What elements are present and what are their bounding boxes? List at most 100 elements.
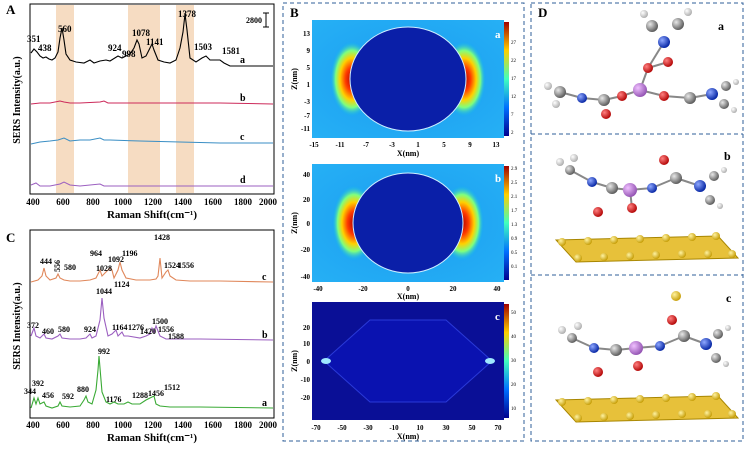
panel-d-label: D	[538, 5, 547, 20]
submap-label: c	[495, 311, 500, 323]
x-tick: 1200	[144, 197, 163, 207]
molecule-b: b	[554, 149, 740, 263]
panel-a-label: A	[6, 2, 16, 17]
peak-label: 880	[77, 385, 89, 394]
svg-text:-70: -70	[311, 424, 321, 432]
svg-text:0.9: 0.9	[511, 237, 518, 242]
peak-label: 556	[53, 260, 62, 272]
svg-text:22: 22	[511, 59, 517, 64]
peak-label: 1420	[140, 327, 156, 336]
svg-text:10: 10	[511, 407, 517, 412]
spectrum-b	[30, 100, 274, 105]
panel-a-frame	[29, 3, 275, 195]
peak-label: 460	[42, 327, 54, 336]
svg-text:X(nm): X(nm)	[397, 149, 420, 158]
x-ticks: -40 -20 0 20 40	[313, 285, 501, 293]
x-tick: 400	[26, 420, 40, 430]
panel-c-label: C	[6, 230, 15, 245]
curve-label: d	[240, 175, 246, 186]
x-tick: 1600	[204, 197, 223, 207]
curve-label: a	[240, 55, 245, 66]
svg-text:2.9: 2.9	[511, 167, 518, 172]
panel-b: B a 27 22 17 12 7 2 13 9 5 1 -3	[282, 2, 525, 442]
panel-c-peaks-a: 344 392 456 592 880 992 1176 1288 1456 1…	[24, 347, 180, 404]
svg-text:0: 0	[307, 220, 311, 228]
svg-text:12: 12	[511, 95, 517, 100]
panel-b-label: B	[290, 5, 299, 20]
peak-label: 392	[32, 379, 44, 388]
panel-a: A 2800 351 438 560 924 998 1078 1141 137…	[6, 2, 278, 221]
peak-label: 1588	[168, 332, 184, 341]
panel-d: D a	[530, 2, 744, 442]
x-tick: 600	[56, 197, 70, 207]
colorbar-ticks: 2.9 2.5 2.1 1.7 1.3 0.9 0.5 0.1	[511, 167, 518, 270]
svg-text:40: 40	[494, 285, 502, 293]
panel-a-peak-labels: 351 438 560 924 998 1078 1141 1378 1503 …	[27, 9, 241, 59]
peak-label: 1556	[178, 261, 194, 270]
peak-label: 1503	[194, 42, 213, 52]
peak-label: 1196	[122, 249, 138, 258]
submodel-label: a	[718, 19, 724, 33]
x-tick: 1000	[114, 197, 133, 207]
peak-label: 456	[42, 391, 54, 400]
svg-text:0.5: 0.5	[511, 251, 518, 256]
svg-text:0: 0	[307, 358, 311, 366]
peak-label: 1044	[96, 287, 112, 296]
panel-c-peaks-b: 372 460 580 924 1044 1164 1276 1420 1500…	[27, 287, 184, 341]
svg-text:40: 40	[303, 171, 311, 179]
spectrum-a	[30, 13, 273, 67]
highlight-band-1378	[176, 5, 194, 193]
svg-text:7: 7	[511, 113, 514, 118]
submodel-label: b	[724, 149, 731, 163]
panel-c-xlabel: Raman Shift(cm⁻¹)	[107, 432, 197, 444]
panel-a-ylabel: SERS Intensity(a.u.)	[12, 56, 23, 144]
svg-text:0.1: 0.1	[511, 265, 518, 270]
peak-label: 964	[90, 249, 102, 258]
peak-label: 1141	[146, 37, 164, 47]
peak-label: 1164	[112, 323, 128, 332]
spectrum-a-green	[30, 355, 274, 409]
svg-text:20: 20	[303, 324, 311, 332]
svg-text:-10: -10	[389, 424, 399, 432]
peak-label: 1176	[106, 395, 122, 404]
peak-label: 1512	[164, 383, 180, 392]
svg-text:70: 70	[495, 424, 503, 432]
peak-label: 592	[62, 392, 74, 401]
colorbar-ticks: 50 40 30 20 10	[511, 311, 517, 412]
molecule-c: c	[554, 291, 740, 423]
panel-c-curve-labels: c b a	[262, 272, 268, 409]
svg-text:0: 0	[406, 285, 410, 293]
svg-text:20: 20	[303, 196, 311, 204]
x-tick: 800	[86, 197, 100, 207]
svg-text:2.1: 2.1	[511, 195, 518, 200]
svg-text:1.3: 1.3	[511, 223, 518, 228]
svg-text:-40: -40	[301, 273, 311, 281]
peak-label: 351	[27, 34, 41, 44]
svg-text:17: 17	[511, 77, 517, 82]
spectrum-d	[30, 181, 273, 187]
svg-text:-10: -10	[301, 376, 311, 384]
svg-text:20: 20	[450, 285, 458, 293]
svg-text:30: 30	[511, 359, 517, 364]
peak-label: 924	[84, 325, 96, 334]
panel-a-xlabel: Raman Shift(cm⁻¹)	[107, 209, 197, 221]
curve-label: c	[240, 132, 245, 143]
curve-label: c	[262, 272, 267, 283]
molecule-a: a	[544, 8, 739, 119]
x-ticks: -70 -50 -30 -10 10 30 50 70	[311, 424, 502, 432]
peak-label: 344	[24, 387, 36, 396]
y-ticks: 20 10 0 -10 -20	[301, 324, 311, 402]
peak-label: 444	[40, 257, 52, 266]
panel-a-xticks: 400 600 800 1000 1200 1400 1600 1800 200…	[26, 197, 277, 207]
svg-text:Z(nm): Z(nm)	[290, 68, 299, 90]
peak-label: 1276	[128, 323, 144, 332]
svg-text:-3: -3	[389, 141, 395, 149]
spectrum-c-orange	[30, 257, 274, 283]
field-map-c: c 50 40 30 20 10 20 10 0 -10 -20 -70 -50…	[290, 302, 517, 441]
peak-label: 372	[27, 321, 39, 330]
x-tick: 600	[56, 420, 70, 430]
y-ticks: 40 20 0 -20 -40	[301, 171, 311, 281]
peak-label: 580	[64, 263, 76, 272]
svg-text:Z(nm): Z(nm)	[290, 212, 299, 234]
